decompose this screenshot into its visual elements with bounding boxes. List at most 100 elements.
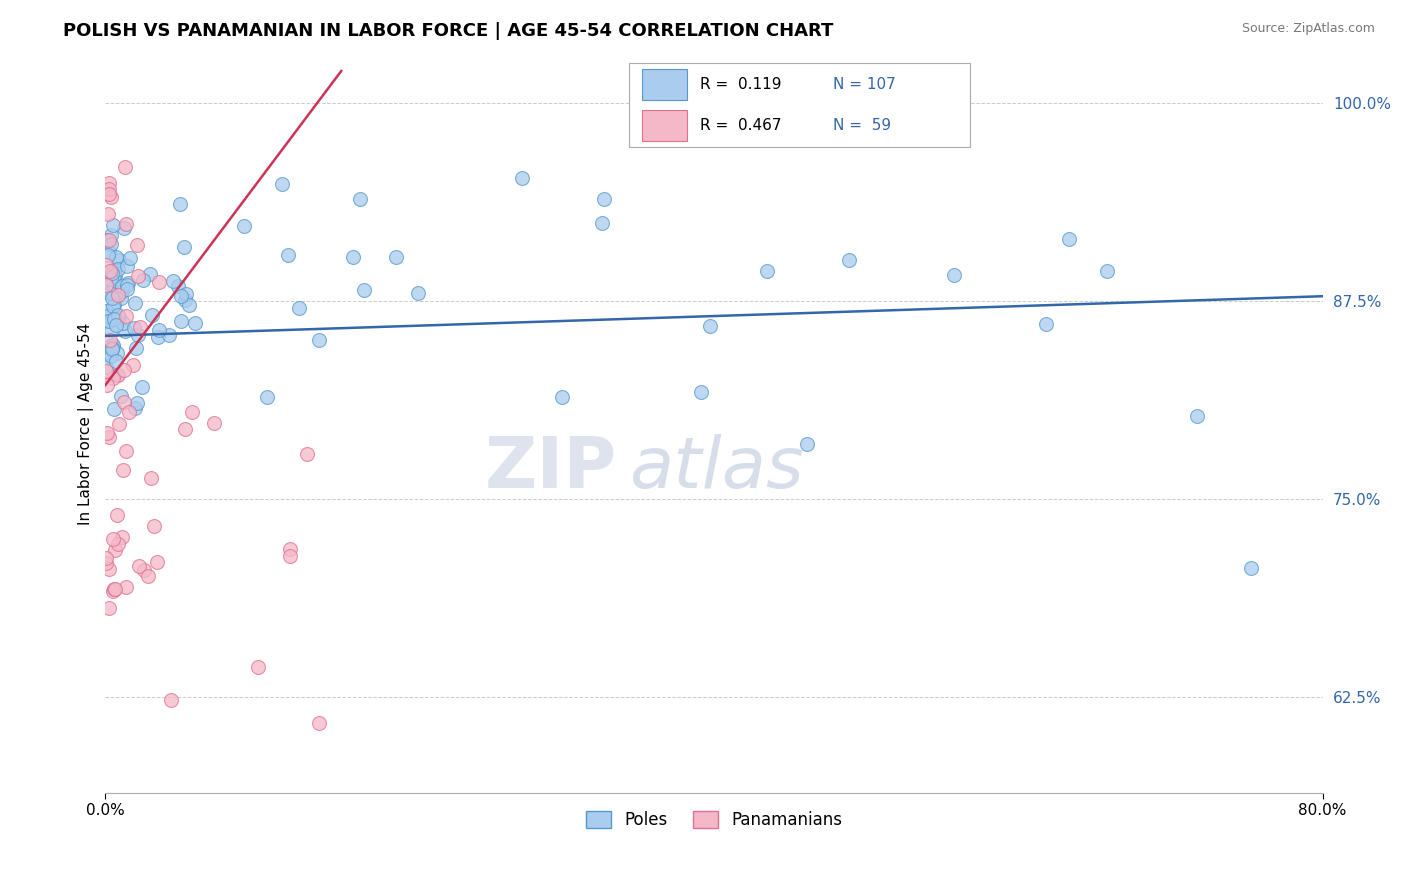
Point bbox=[308, 715, 330, 730]
Point bbox=[96, 233, 118, 247]
Point bbox=[101, 341, 124, 355]
Point bbox=[169, 314, 191, 328]
Point bbox=[96, 304, 118, 318]
Point bbox=[162, 274, 184, 288]
Point bbox=[96, 426, 118, 441]
Point bbox=[107, 508, 129, 522]
Point bbox=[98, 333, 121, 347]
Point bbox=[167, 278, 190, 293]
Point bbox=[103, 299, 125, 313]
Point bbox=[796, 436, 818, 450]
Point bbox=[115, 217, 138, 231]
Y-axis label: In Labor Force | Age 45-54: In Labor Force | Age 45-54 bbox=[79, 323, 94, 525]
Point bbox=[101, 292, 124, 306]
Point bbox=[256, 390, 278, 404]
Point bbox=[104, 288, 127, 302]
Point bbox=[108, 252, 131, 267]
Point bbox=[104, 250, 127, 264]
Point bbox=[107, 288, 129, 302]
Point bbox=[98, 562, 121, 576]
Point bbox=[931, 95, 953, 110]
Point bbox=[353, 284, 375, 298]
Point bbox=[551, 390, 574, 404]
Point bbox=[97, 267, 120, 281]
Point bbox=[114, 324, 136, 338]
Point bbox=[118, 251, 141, 265]
Point bbox=[384, 250, 406, 264]
Point bbox=[127, 269, 149, 284]
Point bbox=[118, 405, 141, 419]
Point bbox=[101, 287, 124, 301]
Point bbox=[278, 549, 301, 563]
Point bbox=[97, 177, 120, 191]
Point bbox=[169, 197, 191, 211]
Point bbox=[100, 227, 122, 242]
Point bbox=[103, 262, 125, 277]
Point bbox=[1187, 409, 1209, 423]
Text: POLISH VS PANAMANIAN IN LABOR FORCE | AGE 45-54 CORRELATION CHART: POLISH VS PANAMANIAN IN LABOR FORCE | AG… bbox=[63, 22, 834, 40]
Point bbox=[94, 364, 117, 378]
Point bbox=[177, 298, 200, 312]
Point bbox=[96, 377, 118, 392]
Point bbox=[141, 308, 163, 322]
Point bbox=[128, 320, 150, 334]
Point bbox=[173, 422, 195, 436]
Point bbox=[112, 463, 135, 477]
Point bbox=[103, 268, 125, 283]
Point bbox=[101, 338, 124, 352]
Legend: Poles, Panamanians: Poles, Panamanians bbox=[579, 805, 849, 836]
Point bbox=[101, 340, 124, 354]
Point bbox=[132, 563, 155, 577]
Point bbox=[138, 568, 160, 582]
Point bbox=[98, 182, 121, 196]
Point bbox=[101, 269, 124, 284]
Point bbox=[96, 258, 118, 272]
Point bbox=[104, 582, 127, 596]
Point bbox=[139, 267, 162, 281]
Point bbox=[104, 543, 127, 558]
Point bbox=[107, 537, 129, 551]
Point bbox=[591, 216, 613, 230]
Point bbox=[278, 542, 301, 557]
Point bbox=[132, 273, 155, 287]
Point bbox=[94, 278, 117, 293]
Point bbox=[101, 532, 124, 546]
Point bbox=[146, 330, 169, 344]
Point bbox=[96, 359, 118, 374]
Point bbox=[98, 264, 121, 278]
Point bbox=[94, 314, 117, 328]
Point bbox=[592, 192, 614, 206]
Point bbox=[110, 389, 132, 403]
Point bbox=[111, 530, 134, 544]
Point bbox=[173, 293, 195, 307]
Point bbox=[107, 262, 129, 277]
Point bbox=[104, 354, 127, 368]
Point bbox=[176, 286, 198, 301]
Point bbox=[125, 341, 148, 355]
Point bbox=[100, 349, 122, 363]
Point bbox=[148, 275, 170, 289]
Point bbox=[104, 318, 127, 332]
Point bbox=[108, 310, 131, 324]
Point bbox=[98, 430, 121, 444]
Point bbox=[98, 245, 121, 260]
Point bbox=[181, 405, 204, 419]
Point bbox=[100, 190, 122, 204]
Text: ZIP: ZIP bbox=[484, 434, 617, 503]
Point bbox=[131, 380, 153, 394]
Point bbox=[114, 394, 136, 409]
Point bbox=[342, 250, 364, 264]
Point bbox=[349, 192, 371, 206]
Text: Source: ZipAtlas.com: Source: ZipAtlas.com bbox=[1241, 22, 1375, 36]
Point bbox=[270, 178, 292, 192]
Point bbox=[98, 285, 121, 300]
Point bbox=[97, 345, 120, 359]
Point bbox=[97, 248, 120, 262]
Point bbox=[96, 285, 118, 300]
Point bbox=[510, 171, 533, 186]
Point bbox=[114, 310, 136, 324]
Point bbox=[103, 312, 125, 326]
Point bbox=[115, 444, 138, 458]
Point bbox=[98, 186, 121, 201]
Point bbox=[103, 402, 125, 417]
